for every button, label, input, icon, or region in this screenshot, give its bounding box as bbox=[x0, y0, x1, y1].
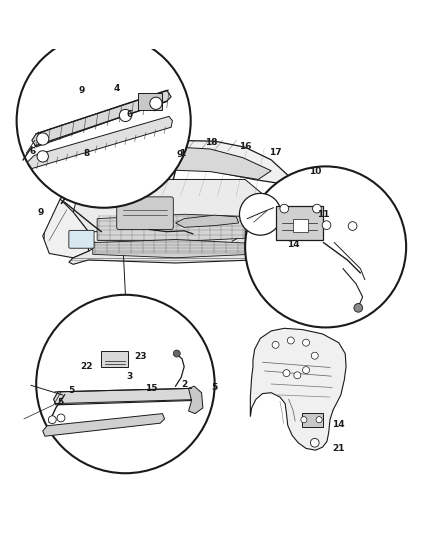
Circle shape bbox=[37, 151, 48, 162]
Circle shape bbox=[283, 370, 290, 377]
Text: 9: 9 bbox=[177, 150, 183, 159]
Text: 11: 11 bbox=[317, 210, 330, 219]
Text: 5: 5 bbox=[68, 386, 74, 395]
Polygon shape bbox=[60, 140, 288, 199]
Text: 23: 23 bbox=[134, 352, 147, 361]
Text: 8: 8 bbox=[83, 149, 89, 158]
Text: 5: 5 bbox=[212, 383, 218, 392]
Polygon shape bbox=[43, 199, 88, 258]
Circle shape bbox=[245, 166, 406, 327]
Text: 5: 5 bbox=[57, 398, 63, 407]
Text: 18: 18 bbox=[205, 138, 217, 147]
Polygon shape bbox=[251, 328, 346, 450]
Circle shape bbox=[173, 350, 180, 357]
Polygon shape bbox=[53, 389, 193, 405]
Polygon shape bbox=[32, 90, 171, 147]
Polygon shape bbox=[73, 180, 271, 232]
Polygon shape bbox=[28, 116, 173, 168]
Circle shape bbox=[311, 439, 319, 447]
FancyBboxPatch shape bbox=[293, 220, 308, 232]
Circle shape bbox=[301, 417, 307, 423]
Text: 1: 1 bbox=[179, 149, 185, 158]
Circle shape bbox=[150, 97, 162, 109]
Circle shape bbox=[354, 303, 363, 312]
Circle shape bbox=[48, 416, 56, 424]
Polygon shape bbox=[188, 386, 203, 414]
Circle shape bbox=[322, 221, 331, 230]
Polygon shape bbox=[93, 239, 252, 258]
Text: 15: 15 bbox=[145, 384, 158, 393]
Circle shape bbox=[303, 367, 310, 374]
FancyBboxPatch shape bbox=[117, 197, 173, 230]
Circle shape bbox=[294, 372, 301, 379]
FancyBboxPatch shape bbox=[138, 93, 162, 110]
Text: 21: 21 bbox=[332, 444, 345, 453]
Circle shape bbox=[36, 295, 215, 473]
Text: 6: 6 bbox=[127, 110, 133, 119]
Text: 2: 2 bbox=[181, 379, 187, 389]
Circle shape bbox=[287, 337, 294, 344]
Text: 22: 22 bbox=[80, 362, 92, 371]
Circle shape bbox=[316, 417, 322, 423]
FancyBboxPatch shape bbox=[102, 351, 127, 367]
Circle shape bbox=[280, 204, 289, 213]
Text: 9: 9 bbox=[37, 207, 44, 216]
Text: 14: 14 bbox=[287, 240, 299, 249]
Circle shape bbox=[119, 109, 131, 122]
Circle shape bbox=[303, 339, 310, 346]
Circle shape bbox=[348, 222, 357, 230]
Circle shape bbox=[57, 414, 65, 422]
Circle shape bbox=[37, 133, 49, 145]
FancyBboxPatch shape bbox=[252, 233, 272, 251]
Circle shape bbox=[240, 193, 281, 235]
Circle shape bbox=[311, 352, 318, 359]
Text: 6: 6 bbox=[30, 147, 36, 156]
Circle shape bbox=[17, 34, 191, 208]
Polygon shape bbox=[97, 214, 245, 241]
FancyBboxPatch shape bbox=[276, 206, 323, 240]
Polygon shape bbox=[69, 243, 267, 264]
FancyBboxPatch shape bbox=[69, 230, 94, 248]
Circle shape bbox=[313, 204, 321, 213]
Text: 10: 10 bbox=[308, 167, 321, 176]
Circle shape bbox=[272, 341, 279, 349]
Text: 3: 3 bbox=[127, 372, 133, 381]
FancyBboxPatch shape bbox=[302, 413, 322, 426]
Text: 4: 4 bbox=[113, 84, 120, 93]
Text: 17: 17 bbox=[269, 148, 282, 157]
Polygon shape bbox=[262, 197, 292, 247]
Polygon shape bbox=[43, 414, 165, 436]
Polygon shape bbox=[176, 215, 239, 228]
Polygon shape bbox=[82, 147, 271, 182]
Text: 16: 16 bbox=[239, 142, 251, 151]
Text: 14: 14 bbox=[332, 419, 345, 429]
Text: 9: 9 bbox=[79, 86, 85, 95]
